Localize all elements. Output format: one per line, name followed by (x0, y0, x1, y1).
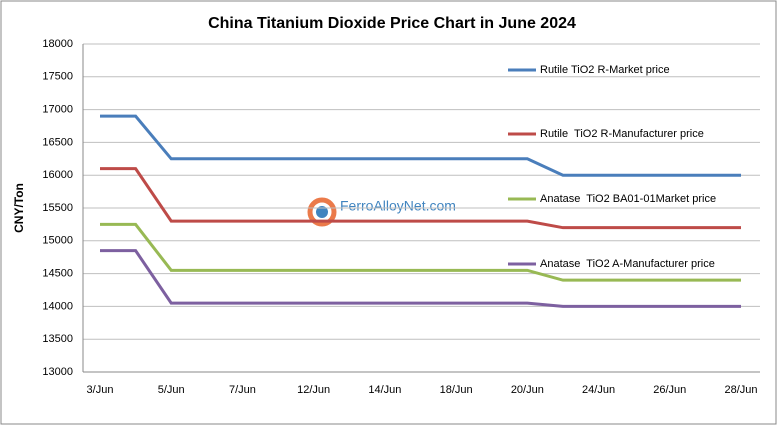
legend-label: Anatase TiO2 BA01-01Market price (540, 193, 716, 205)
y-tick-label: 17500 (42, 71, 73, 83)
x-tick-label: 26/Jun (653, 384, 686, 396)
x-tick-label: 20/Jun (511, 384, 544, 396)
y-tick-label: 13500 (42, 333, 73, 345)
legend-label: Rutile TiO2 R-Market price (540, 64, 670, 76)
watermark: FerroAlloyNet.com (307, 197, 456, 227)
x-tick-label: 7/Jun (229, 384, 256, 396)
series-line (100, 222, 741, 282)
watermark-text: FerroAlloyNet.com (340, 198, 456, 214)
y-tick-label: 15500 (42, 202, 73, 214)
series-line (100, 249, 741, 308)
x-tick-label: 18/Jun (440, 384, 473, 396)
series-line (100, 167, 741, 230)
y-tick-label: 18000 (42, 38, 73, 50)
y-tick-label: 17000 (42, 104, 73, 116)
y-tick-label: 14000 (42, 300, 73, 312)
y-tick-label: 16000 (42, 169, 73, 181)
y-tick-label: 13000 (42, 366, 73, 378)
chart-title: China Titanium Dioxide Price Chart in Ju… (208, 15, 576, 32)
legend-label: Rutile TiO2 R-Manufacturer price (540, 128, 704, 140)
series-line (100, 114, 741, 177)
x-tick-label: 5/Jun (158, 384, 185, 396)
x-tick-label: 28/Jun (724, 384, 757, 396)
x-tick-label: 3/Jun (87, 384, 114, 396)
y-tick-label: 15000 (42, 235, 73, 247)
x-tick-label: 12/Jun (297, 384, 330, 396)
x-tick-label: 24/Jun (582, 384, 615, 396)
y-tick-label: 14500 (42, 268, 73, 280)
x-tick-label: 14/Jun (368, 384, 401, 396)
y-tick-label: 16500 (42, 136, 73, 148)
watermark-logo (307, 197, 337, 227)
legend-label: Anatase TiO2 A-Manufacturer price (540, 258, 715, 270)
watermark-logo (316, 206, 328, 218)
y-axis-label: CNY/Ton (12, 183, 26, 233)
